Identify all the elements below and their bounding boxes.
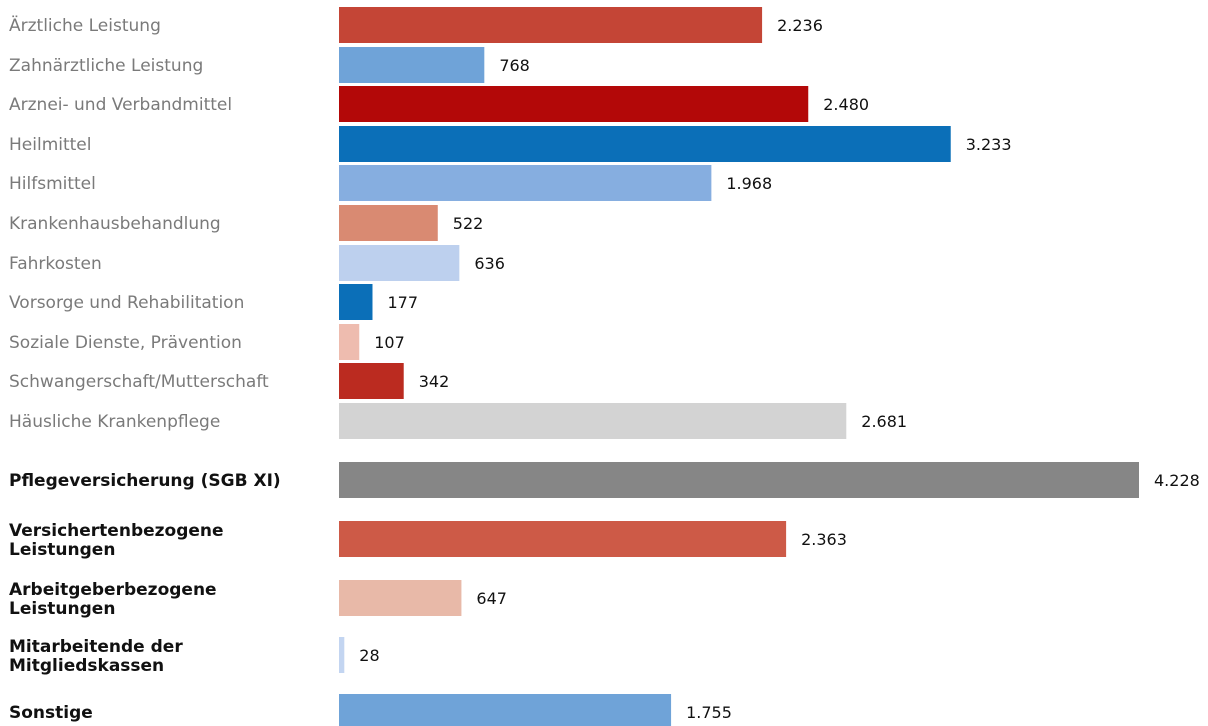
value-label: 522: [453, 214, 484, 233]
bar: [339, 205, 438, 241]
category-label: Soziale Dienste, Prävention: [9, 333, 242, 353]
value-label: 177: [387, 293, 418, 312]
category-label: Zahnärztliche Leistung: [9, 56, 203, 76]
category-label: Schwangerschaft/Mutterschaft: [9, 372, 269, 392]
category-label: Häusliche Krankenpflege: [9, 412, 220, 432]
bar: [339, 694, 672, 726]
value-label: 2.681: [861, 412, 907, 431]
bar: [339, 637, 345, 673]
category-label: Sonstige: [9, 703, 93, 723]
bar: [339, 462, 1139, 498]
category-label: Ärztliche Leistung: [9, 15, 161, 36]
value-label: 107: [374, 333, 405, 352]
bar: [339, 245, 460, 281]
value-label: 2.236: [777, 16, 823, 35]
category-label: Vorsorge und Rehabilitation: [9, 293, 244, 313]
value-label: 28: [359, 646, 379, 665]
bar: [339, 284, 373, 320]
bar: [339, 324, 360, 360]
bar: [339, 363, 404, 399]
value-label: 647: [476, 589, 507, 608]
value-label: 3.233: [966, 135, 1012, 154]
category-label: Versichertenbezogene Leistungen: [9, 521, 224, 560]
value-label: 342: [419, 372, 450, 391]
category-label: Pflegeversicherung (SGB XI): [9, 471, 281, 491]
bar: [339, 580, 462, 616]
value-label: 768: [499, 56, 530, 75]
value-label: 1.755: [686, 703, 732, 722]
bar: [339, 521, 787, 557]
category-label: Fahrkosten: [9, 254, 102, 274]
category-label: Heilmittel: [9, 135, 92, 155]
bar: [339, 403, 847, 439]
bar: [339, 126, 951, 162]
bar: [339, 7, 763, 43]
value-label: 4.228: [1154, 471, 1200, 490]
bar: [339, 47, 485, 83]
category-label: Arznei- und Verbandmittel: [9, 95, 232, 115]
bar: [339, 165, 712, 201]
value-label: 2.363: [801, 530, 847, 549]
category-label: Mitarbeitende der Mitgliedskassen: [9, 637, 183, 676]
value-label: 1.968: [726, 174, 772, 193]
bar: [339, 86, 809, 122]
category-label: Arbeitgeberbezogene Leistungen: [9, 580, 217, 619]
value-label: 636: [474, 254, 505, 273]
value-label: 2.480: [823, 95, 869, 114]
category-label: Krankenhausbehandlung: [9, 214, 221, 234]
category-label: Hilfsmittel: [9, 174, 96, 194]
